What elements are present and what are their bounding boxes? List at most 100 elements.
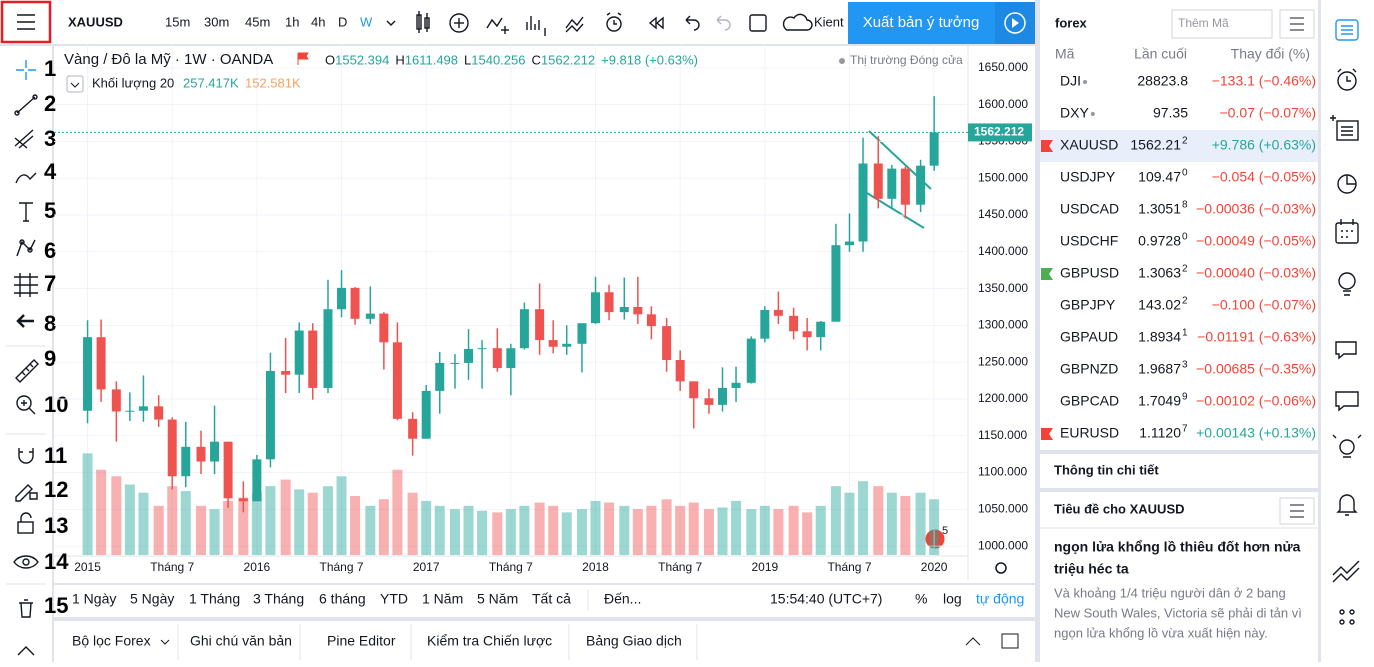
range-button[interactable]: 5 Ngày <box>130 591 174 607</box>
row-change: +9.786 (+0.63%) <box>1212 137 1316 153</box>
interval-dropdown[interactable] <box>386 20 396 26</box>
candle-body <box>435 362 445 391</box>
candle-body <box>816 321 826 338</box>
interval[interactable]: W <box>360 14 373 29</box>
goto-button[interactable]: Đến... <box>604 591 641 607</box>
details-title[interactable]: Thông tin chi tiết <box>1054 462 1159 477</box>
tool-number: 2 <box>44 91 56 116</box>
auto-toggle[interactable]: tự động <box>976 591 1024 607</box>
row-symbol[interactable]: GBPUSD <box>1060 265 1119 281</box>
volume-toggle[interactable] <box>66 75 84 93</box>
bottom-tab[interactable]: Bảng Giao dịch <box>586 633 682 649</box>
row-symbol[interactable]: GBPAUD <box>1060 329 1118 345</box>
candle-body <box>873 163 883 199</box>
bottom-tab[interactable]: Ghi chú văn bản <box>190 633 292 649</box>
range-button[interactable]: 1 Năm <box>422 591 463 607</box>
row-highlight <box>1040 130 1318 162</box>
publish-button[interactable] <box>848 2 995 44</box>
ohlc-value: 1611.498 <box>405 52 458 67</box>
volume-bar <box>519 505 530 555</box>
row-change: −0.00049 (−0.05%) <box>1196 233 1316 249</box>
collapse-icon[interactable] <box>965 637 981 646</box>
candle-body <box>421 390 431 439</box>
interval[interactable]: 4h <box>311 14 325 29</box>
news-headline[interactable]: triệu héc ta <box>1054 561 1129 577</box>
interval[interactable]: D <box>338 14 347 29</box>
row-symbol[interactable]: GBPJPY <box>1060 297 1116 313</box>
settings-icon[interactable] <box>995 562 1007 574</box>
row-symbol[interactable]: XAUUSD <box>1060 137 1118 153</box>
row-flag <box>1041 140 1053 152</box>
candle-body <box>210 441 220 462</box>
candle-body <box>392 342 402 419</box>
tool-number: 8 <box>44 311 56 336</box>
tab-dropdown[interactable] <box>160 639 170 645</box>
news-headline[interactable]: ngọn lửa khổng lồ thiêu đốt hơn nửa <box>1054 539 1301 555</box>
row-symbol[interactable]: USDCAD <box>1060 201 1119 217</box>
row-symbol[interactable]: GBPCAD <box>1060 393 1119 409</box>
range-button[interactable]: 1 Tháng <box>189 591 240 607</box>
y-tick-label: 1350.000 <box>978 281 1028 295</box>
log-toggle[interactable]: log <box>943 591 962 607</box>
y-tick-label: 1050.000 <box>978 502 1028 516</box>
candle-body <box>506 348 516 369</box>
row-symbol[interactable]: DJI <box>1060 73 1081 89</box>
candle-body <box>265 371 275 460</box>
events-icon[interactable] <box>924 528 946 550</box>
row-symbol[interactable]: EURUSD <box>1060 425 1119 441</box>
candle-body <box>154 406 164 420</box>
candle-body <box>238 498 248 502</box>
range-button[interactable]: 6 tháng <box>319 591 366 607</box>
interval[interactable]: 1h <box>285 14 299 29</box>
news-summary: New South Wales, Victoria sẽ phải di tản… <box>1054 605 1302 620</box>
add-symbol-input[interactable] <box>1171 9 1273 39</box>
range-button[interactable]: Tất cả <box>532 591 571 607</box>
row-change: −0.01191 (−0.63%) <box>1197 329 1316 345</box>
replay-icon <box>1012 18 1019 28</box>
bottom-tab[interactable]: Bộ lọc Forex <box>72 633 151 649</box>
range-button[interactable]: YTD <box>380 591 408 607</box>
bottom-tab[interactable]: Kiểm tra Chiến lược <box>427 633 552 649</box>
candle-body <box>365 313 375 319</box>
drawing-tools[interactable] <box>13 60 39 656</box>
interval[interactable]: 15m <box>165 14 190 29</box>
volume-bar <box>576 509 587 555</box>
symbol[interactable]: XAUUSD <box>68 14 123 29</box>
row-symbol[interactable]: GBPNZD <box>1060 361 1118 377</box>
range-button[interactable]: 1 Ngày <box>72 591 116 607</box>
toolbar-icons[interactable] <box>416 11 813 36</box>
x-tick-label: 2019 <box>751 560 778 574</box>
interval[interactable]: 45m <box>245 14 270 29</box>
tool-number: 14 <box>44 549 69 574</box>
details-panel <box>1040 454 1318 488</box>
watchlist-title[interactable]: forex <box>1055 15 1088 30</box>
candle-body <box>646 314 656 327</box>
layout-name[interactable]: Kient <box>814 14 844 29</box>
candle-body <box>633 306 643 315</box>
volume-bar <box>534 502 545 555</box>
row-symbol[interactable]: USDCHF <box>1060 233 1118 249</box>
bottom-tab[interactable]: Pine Editor <box>327 633 396 649</box>
maximize-icon[interactable] <box>1001 633 1019 649</box>
right-toolbar-icons[interactable] <box>1330 19 1362 625</box>
interval[interactable]: 30m <box>204 14 229 29</box>
publish-label[interactable]: Xuất bản ý tưởng <box>863 14 980 31</box>
menu-button[interactable] <box>17 14 35 30</box>
row-change: −0.00102 (−0.06%) <box>1196 393 1316 409</box>
volume-bar <box>124 484 135 555</box>
percent-toggle[interactable]: % <box>915 591 927 607</box>
list-icon <box>1290 504 1304 518</box>
candle-body <box>591 292 601 324</box>
range-button[interactable]: 5 Năm <box>477 591 518 607</box>
candle-body <box>408 418 418 439</box>
news-list-button[interactable] <box>1279 497 1315 525</box>
volume-bar <box>886 492 897 555</box>
row-last: 1.7049 <box>1138 393 1181 409</box>
candle-body <box>662 326 672 360</box>
row-symbol[interactable]: DXY <box>1060 105 1089 121</box>
volume-bar <box>548 505 559 555</box>
candle-body <box>294 330 304 375</box>
range-button[interactable]: 3 Tháng <box>253 591 304 607</box>
row-symbol[interactable]: USDJPY <box>1060 169 1116 185</box>
